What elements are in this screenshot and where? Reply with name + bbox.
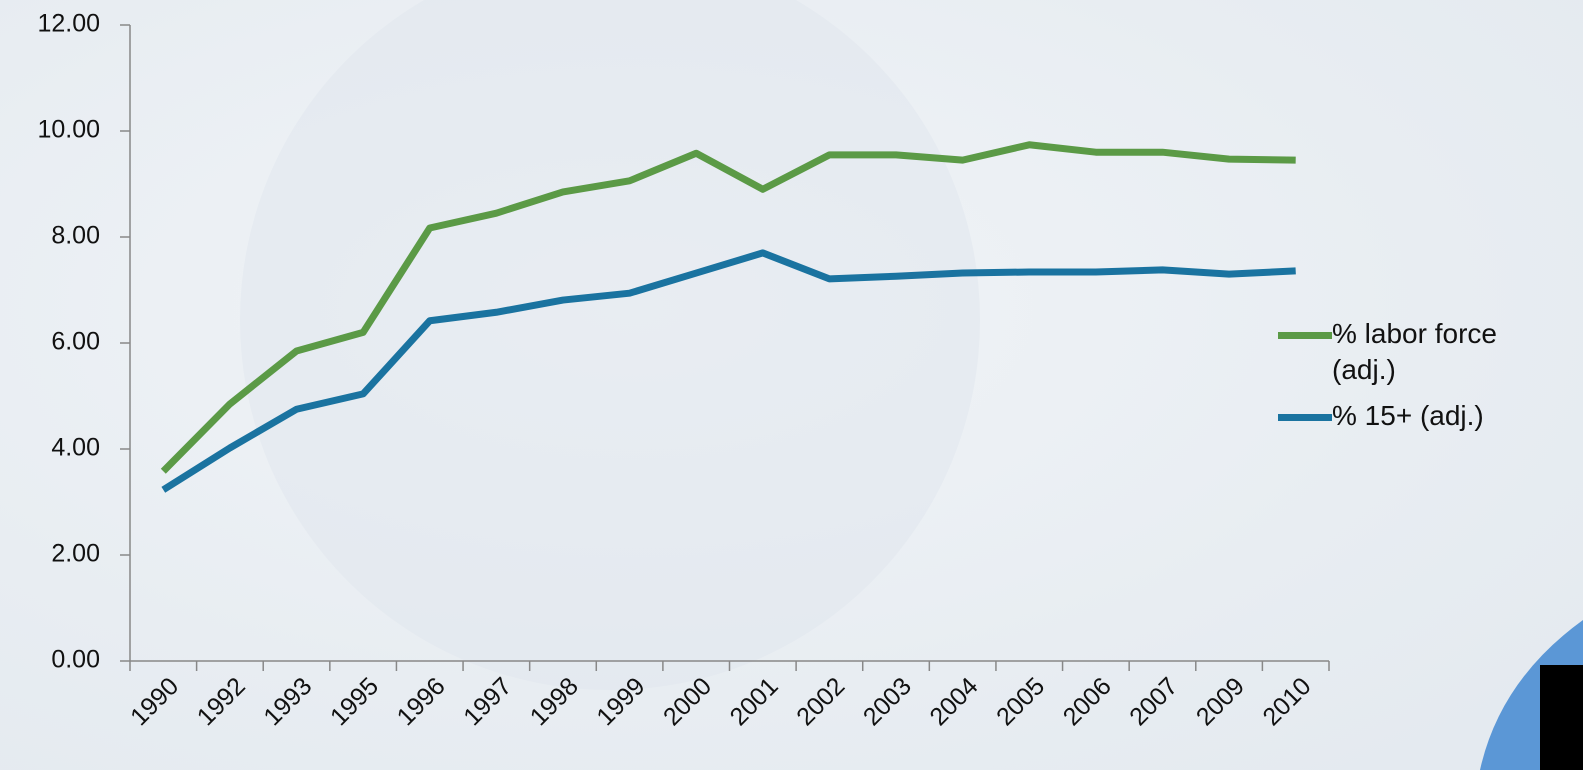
background-globe (240, 0, 980, 690)
x-tick-label: 1990 (125, 672, 184, 731)
legend-item: % 15+ (adj.) (1278, 398, 1578, 434)
x-tick-label: 2001 (725, 672, 784, 731)
x-tick-label: 1997 (458, 672, 517, 731)
x-tick-label: 1992 (192, 672, 251, 731)
y-tick-label: 0.00 (51, 646, 100, 674)
legend-item: % labor force (adj.) (1278, 316, 1578, 388)
y-tick-label: 2.00 (51, 540, 100, 568)
x-tick-label: 2005 (991, 672, 1050, 731)
x-tick-label: 1995 (325, 672, 384, 731)
legend-label: % 15+ (adj.) (1332, 400, 1484, 431)
legend: % labor force (adj.) % 15+ (adj.) (1278, 316, 1578, 444)
y-tick-label: 12.00 (37, 10, 100, 38)
y-tick-label: 6.00 (51, 328, 100, 356)
corner-block (1540, 665, 1583, 770)
x-tick-label: 2010 (1257, 672, 1316, 731)
series-line (160, 141, 1296, 474)
legend-swatch (1278, 332, 1332, 339)
legend-label: % labor force (adj.) (1332, 318, 1497, 385)
y-tick-label: 4.00 (51, 434, 100, 462)
x-tick-label: 2002 (791, 672, 850, 731)
x-tick-label: 1996 (392, 672, 451, 731)
series-line (161, 249, 1296, 493)
x-tick-label: 2003 (858, 672, 917, 731)
x-tick-label: 1993 (258, 672, 317, 731)
x-tick-label: 2009 (1191, 672, 1250, 731)
x-tick-label: 2006 (1058, 672, 1117, 731)
y-tick-label: 8.00 (51, 222, 100, 250)
x-tick-label: 2004 (924, 672, 983, 731)
legend-swatch (1278, 414, 1332, 421)
y-tick-label: 10.00 (37, 116, 100, 144)
x-tick-label: 2007 (1124, 672, 1183, 731)
